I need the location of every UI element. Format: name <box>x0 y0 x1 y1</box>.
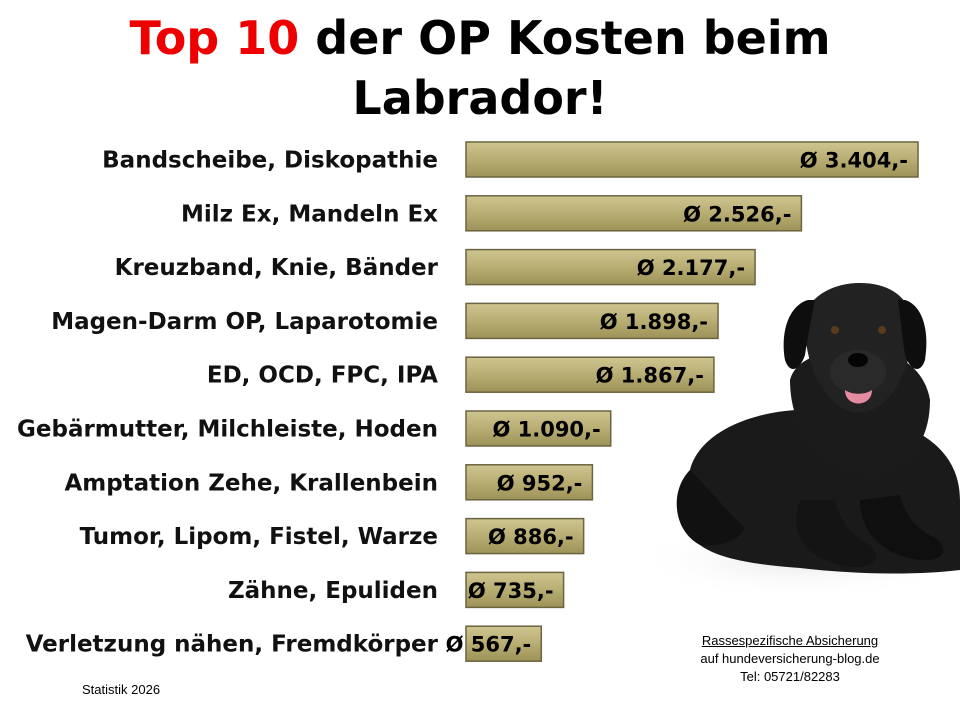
bar <box>465 248 756 286</box>
bar <box>465 356 715 393</box>
value-label: Ø 886,- <box>488 525 574 549</box>
value-label: Ø 1.898,- <box>600 310 708 334</box>
bar <box>465 141 919 178</box>
category-label: Verletzung nähen, Fremdkörper <box>26 632 439 658</box>
category-label: Magen-Darm OP, Laparotomie <box>51 309 438 335</box>
website-text: auf hundeversicherung-blog.de <box>700 651 880 666</box>
value-label: Ø 952,- <box>497 471 583 495</box>
bar <box>465 410 612 447</box>
title-line2: Labrador! <box>352 71 608 125</box>
value-label: Ø 3.404,- <box>800 149 908 173</box>
value-label: Ø 1.867,- <box>596 364 704 388</box>
category-label: Zähne, Epuliden <box>228 578 438 604</box>
category-label: Bandscheibe, Diskopathie <box>102 148 438 174</box>
value-label: Ø 567,- <box>446 633 532 657</box>
contact-block: Rassespezifische Absicherung auf hundeve… <box>660 632 920 686</box>
category-label: Kreuzband, Knie, Bänder <box>115 255 439 281</box>
value-label: Ø 2.526,- <box>683 202 791 226</box>
insurance-link[interactable]: Rassespezifische Absicherung <box>701 633 879 648</box>
category-label: Milz Ex, Mandeln Ex <box>181 201 438 227</box>
value-label: Ø 735,- <box>468 579 554 603</box>
bar <box>465 625 543 662</box>
category-label: ED, OCD, FPC, IPA <box>207 363 438 389</box>
bars-group: Bandscheibe, Diskopathie Ø 3.404,- Milz Ex… <box>17 141 919 662</box>
category-label: Amptation Zehe, Krallenbein <box>64 470 438 496</box>
value-label: Ø 1.090,- <box>492 418 600 442</box>
category-label: Gebärmutter, Milchleiste, Hoden <box>17 417 438 443</box>
category-label: Tumor, Lipom, Fistel, Warze <box>80 524 438 550</box>
bar <box>465 302 719 340</box>
title-line1: der OP Kosten beim <box>299 11 831 65</box>
title-highlight: Top 10 <box>129 11 300 65</box>
statistic-note: Statistik 2026 <box>82 682 161 697</box>
phone-text: Tel: 05721/82283 <box>740 669 840 684</box>
chart-title: Top 10 der OP Kosten beim Labrador! <box>0 8 960 128</box>
bar <box>465 517 585 555</box>
value-label: Ø 2.177,- <box>637 256 745 280</box>
black-labrador-icon <box>630 283 960 600</box>
bar <box>465 195 803 232</box>
bar <box>465 571 565 609</box>
bar <box>465 464 594 501</box>
